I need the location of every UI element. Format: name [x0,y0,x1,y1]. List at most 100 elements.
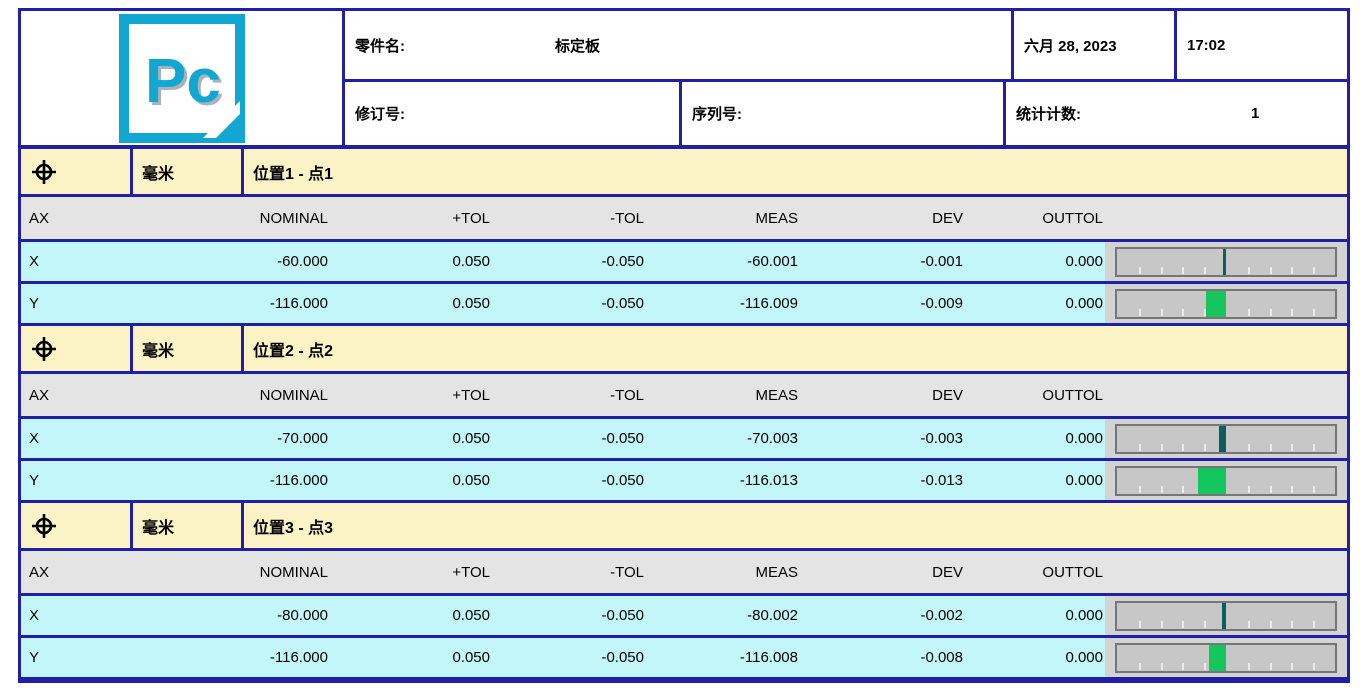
dev-bar-widget [1115,288,1337,319]
measurement-sections: 毫米 位置1 - 点1 AX NOMINAL +TOL -TOL MEAS DEV OUTTOL… [21,149,1347,680]
dev-bar-tick [1313,662,1316,670]
unit-label: 毫米 [133,503,244,548]
dev-bar-tick [1313,485,1316,493]
dev-bar-tick [1204,662,1207,670]
outtol-cell: 0.000 [1065,607,1103,624]
dev-cell: -0.002 [920,607,963,624]
column-header-row: AX NOMINAL +TOL -TOL MEAS DEV OUTTOL [21,551,1347,596]
meas-cell: -80.002 [747,607,798,624]
dev-bar-tick [1247,620,1250,628]
unit-label: 毫米 [133,149,244,194]
column-header-meas: MEAS [755,209,798,227]
dev-bar-tick [1138,485,1141,493]
dev-bar-tick [1182,620,1185,628]
dev-bar-tick [1291,662,1294,670]
report-title-block: Pc Pc 零件名: 标定板 六月 28, 2023 17:02 修订号: [21,11,1347,149]
dev-bar-tick [1160,485,1163,493]
dev-bar-tick [1313,308,1316,316]
section-title: 位置1 - 点1 [244,149,1347,194]
dev-bar-tick [1269,443,1272,451]
position-icon [30,158,58,186]
dev-cell: -0.013 [920,472,963,489]
section-position-1: 毫米 位置1 - 点1 AX NOMINAL +TOL -TOL MEAS DEV OUTTOL… [21,149,1347,326]
dev-bar-tick [1291,620,1294,628]
section-position-3: 毫米 位置3 - 点3 AX NOMINAL +TOL -TOL MEAS DEV OUTTOL… [21,503,1347,680]
dev-bar-cell [1105,461,1347,500]
column-header-ptol: +TOL [452,563,490,581]
measurement-report: Pc Pc 零件名: 标定板 六月 28, 2023 17:02 修订号: [18,8,1350,683]
dev-bar-cell [1105,242,1347,281]
axis-cell: X [29,430,40,447]
column-header-nominal: NOMINAL [259,386,328,404]
dev-bar-tick [1247,443,1250,451]
dev-bar-tick [1313,443,1316,451]
dev-bar-tick [1204,308,1207,316]
axis-cell: Y [29,295,40,312]
column-header-outtol: OUTTOL [1042,563,1103,581]
stats-label: 统计计数: [1016,106,1081,123]
data-row-y: Y -116.000 0.050 -0.050 -116.008 -0.008 0.000 [21,638,1347,680]
feature-icon-cell [21,326,133,371]
dev-bar-tick [1291,266,1294,274]
section-band: 毫米 位置2 - 点2 [21,326,1347,374]
data-row-x: X -70.000 0.050 -0.050 -70.003 -0.003 0.000 [21,419,1347,461]
dev-bar [1197,467,1226,494]
column-header-ntol: -TOL [610,386,644,404]
dev-bar-tick [1182,485,1185,493]
data-row-y: Y -116.000 0.050 -0.050 -116.013 -0.013 0.000 [21,461,1347,503]
dev-bar-tick [1313,620,1316,628]
dev-cell: -0.001 [920,253,963,270]
nominal-cell: -70.000 [277,430,328,447]
dev-bar-tick [1160,308,1163,316]
dev-cell: -0.008 [920,649,963,666]
logo-cell: Pc Pc [21,11,345,145]
svg-text:Pc: Pc [145,47,221,116]
dev-bar [1206,290,1226,317]
dev-bar [1208,644,1226,671]
dev-bar-tick [1160,266,1163,274]
column-header-ax: AX [29,386,50,404]
dev-bar-widget [1115,600,1337,631]
dev-bar-cell [1105,419,1347,458]
dev-bar-tick [1291,308,1294,316]
column-header-ptol: +TOL [452,209,490,227]
column-header-meas: MEAS [755,386,798,404]
position-icon [30,335,58,363]
nominal-cell: -116.000 [269,472,328,489]
dev-bar-tick [1138,662,1141,670]
column-header-ptol: +TOL [452,386,490,404]
pcdmis-logo-icon: Pc Pc [118,13,245,143]
serial-cell: 序列号: [682,82,1006,145]
dev-bar-tick [1269,308,1272,316]
serial-label: 序列号: [692,106,742,123]
dev-bar-widget [1115,423,1337,454]
dev-bar-tick [1247,308,1250,316]
ntol-cell: -0.050 [601,649,644,666]
dev-cell: -0.003 [920,430,963,447]
dev-bar-cell [1105,284,1347,323]
dev-bar-tick [1204,620,1207,628]
meas-cell: -60.001 [747,253,798,270]
date-value: 六月 28, 2023 [1024,37,1117,55]
dev-bar-tick [1138,620,1141,628]
ptol-cell: 0.050 [452,607,490,624]
column-header-ntol: -TOL [610,209,644,227]
dev-bar-tick [1138,308,1141,316]
part-name-value: 标定板 [555,37,601,55]
axis-cell: Y [29,649,40,666]
dev-bar-tick [1160,620,1163,628]
dev-bar-tick [1138,266,1141,274]
stats-cell: 统计计数: 1 [1006,82,1347,145]
feature-icon-cell [21,149,133,194]
dev-bar-tick [1313,266,1316,274]
column-header-outtol: OUTTOL [1042,386,1103,404]
ptol-cell: 0.050 [452,472,490,489]
part-name-label: 零件名: [355,37,405,55]
dev-bar-tick [1182,662,1185,670]
column-header-ax: AX [29,209,50,227]
section-title: 位置3 - 点3 [244,503,1347,548]
dev-bar-tick [1291,443,1294,451]
column-header-row: AX NOMINAL +TOL -TOL MEAS DEV OUTTOL [21,197,1347,242]
meas-cell: -116.013 [739,472,798,489]
revision-label: 修订号: [355,106,405,123]
